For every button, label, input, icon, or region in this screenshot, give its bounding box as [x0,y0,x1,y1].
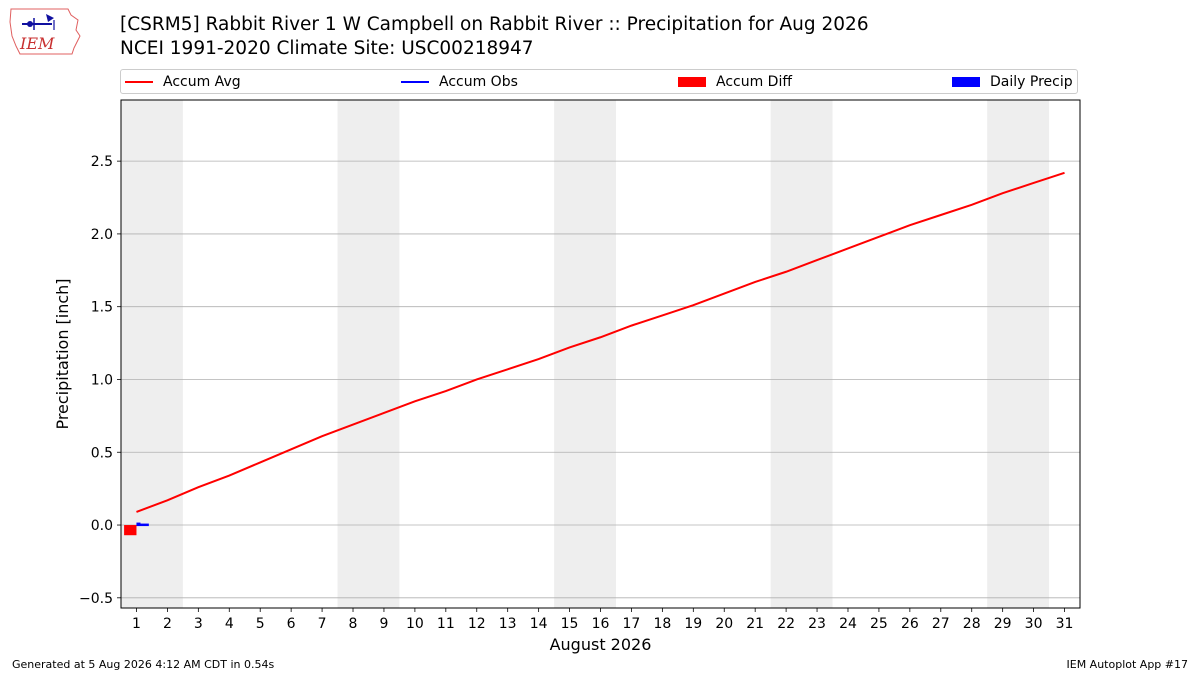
legend-swatch-daily-precip [952,77,980,87]
bar-accum-diff [124,525,137,536]
y-tick-label: 0.0 [91,518,113,534]
x-tick-label: 23 [808,616,826,632]
bar-daily-precip [136,523,149,527]
x-tick-label: 27 [932,616,950,632]
plot-frame [120,99,1081,609]
x-tick-label: 7 [318,616,327,632]
title-line-2: NCEI 1991-2020 Climate Site: USC00218947 [120,38,534,59]
y-tick-label: −0.5 [79,591,113,607]
x-tick-label: 11 [437,616,455,632]
x-tick-label: 4 [225,616,234,632]
y-tick-label: 0.5 [91,445,113,461]
x-tick-label: 10 [406,616,424,632]
y-tick-label: 1.0 [91,372,113,388]
legend-item-daily-precip: Daily Precip [952,74,1073,90]
x-tick-label: 15 [561,616,579,632]
x-tick-label: 22 [777,616,795,632]
x-tick-label: 19 [684,616,702,632]
legend-item-accum-diff: Accum Diff [678,74,792,90]
x-tick-label: 16 [592,616,610,632]
legend-label-accum-diff: Accum Diff [716,74,793,90]
y-tick-label: 1.5 [91,300,113,316]
x-tick-label: 18 [653,616,671,632]
x-axis-label: August 2026 [550,635,652,654]
weekend-band-1 [337,100,400,608]
x-tick-label: 20 [715,616,733,632]
weekend-band-0 [121,100,183,608]
y-tick-label: 2.0 [91,227,113,243]
x-tick-label: 26 [901,616,919,632]
x-tick-label: 8 [349,616,358,632]
y-axis-label: Precipitation [inch] [53,278,72,429]
x-tick-label: 25 [870,616,888,632]
x-tick-label: 31 [1056,616,1074,632]
legend-swatch-accum-obs [401,81,429,83]
x-tick-label: 14 [530,616,548,632]
x-tick-label: 30 [1025,616,1043,632]
legend-label-daily-precip: Daily Precip [990,74,1073,90]
x-tick-label: 21 [746,616,764,632]
iem-logo: IEM [9,8,81,55]
chart-title: [CSRM5] Rabbit River 1 W Campbell on Rab… [120,13,869,61]
x-tick-label: 5 [256,616,265,632]
x-tick-label: 29 [994,616,1012,632]
generated-timestamp: Generated at 5 Aug 2026 4:12 AM CDT in 0… [12,658,275,671]
x-tick-label: 2 [163,616,172,632]
logo-text: IEM [19,34,55,53]
x-tick-label: 3 [194,616,203,632]
y-tick-label: 2.5 [91,154,113,170]
x-tick-label: 12 [468,616,486,632]
x-tick-label: 28 [963,616,981,632]
weekend-band-4 [987,100,1050,608]
x-tick-label: 17 [623,616,641,632]
title-line-1: [CSRM5] Rabbit River 1 W Campbell on Rab… [120,14,869,35]
legend-item-accum-avg: Accum Avg [125,74,241,90]
iowa-outline-icon [9,8,81,55]
line-accum-avg [136,171,1065,513]
x-tick-label: 9 [379,616,388,632]
legend: Accum Avg Accum Obs Accum Diff Daily Pre… [120,69,1078,94]
x-tick-label: 6 [287,616,296,632]
legend-label-accum-avg: Accum Avg [163,74,241,90]
legend-item-accum-obs: Accum Obs [401,74,518,90]
legend-swatch-accum-diff [678,77,706,87]
legend-label-accum-obs: Accum Obs [439,74,518,90]
x-tick-label: 24 [839,616,857,632]
legend-swatch-accum-avg [125,81,153,83]
x-tick-label: 1 [132,616,141,632]
weekend-band-3 [770,100,833,608]
weekend-band-2 [554,100,616,608]
x-tick-label: 13 [499,616,517,632]
app-credit: IEM Autoplot App #17 [1066,658,1189,671]
